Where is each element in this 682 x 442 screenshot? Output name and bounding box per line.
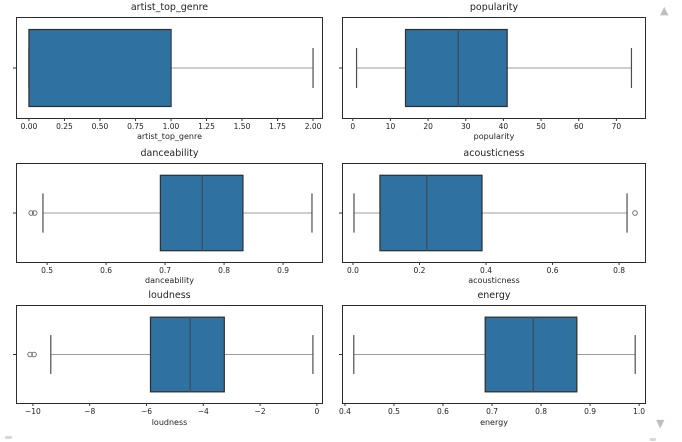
scroll-up-icon[interactable]: ▲ [660,4,669,17]
x-tick-label: 60 [574,122,584,131]
boxplot-canvas: 0 10 20 30 40 50 60 70 [339,28,633,131]
x-tick-label: 0.8 [535,407,547,416]
boxplot-canvas: 0.5 0.6 0.7 0.8 0.9 [13,174,313,275]
x-tick-label: −10 [25,407,41,416]
axes-frame: −10 −8 −6 −4 −2 0 [13,305,323,416]
plot-title: acousticness [463,148,525,159]
boxplot-canvas: 0.0 0.2 0.4 0.6 0.8 [339,174,638,275]
x-tick-label: 0.50 [92,122,109,131]
x-tick-label: −6 [141,407,152,416]
x-tick-label: 0.8 [613,266,625,275]
plot-title: danceability [140,148,199,159]
x-tick-label: 70 [612,122,622,131]
x-tick-label: 0.4 [480,266,492,275]
x-tick-label: 0.7 [159,266,171,275]
subplot-popularity: popularity 0 10 20 30 40 50 60 70 popularity [339,0,646,146]
x-tick-label: 20 [423,122,433,131]
x-tick-label: 0.9 [277,266,289,275]
plot-title: energy [477,290,511,301]
iqr-box [484,316,578,393]
x-tick-label: 0.5 [41,266,53,275]
x-tick-label: 1.0 [633,407,645,416]
x-tick-label: −4 [198,407,209,416]
axes-frame: 0.5 0.6 0.7 0.8 0.9 [13,163,323,275]
x-tick-label: 1.00 [163,122,180,131]
boxplot-canvas: 0.00 0.25 0.50 0.75 1.00 1.25 1.50 1.75 2.00 [13,28,322,131]
outlier-point [31,351,37,358]
plot-title: loudness [148,290,191,301]
x-tick-label: 0.25 [56,122,73,131]
x-axis-label: popularity [473,132,515,141]
iqr-box [28,28,172,108]
x-tick-label: 0.6 [437,407,449,416]
x-tick-label: 1.75 [269,122,286,131]
iqr-box [379,174,483,252]
axes-frame: 0.0 0.2 0.4 0.6 0.8 [339,163,646,275]
x-tick-label: 50 [536,122,546,131]
x-tick-label: 0.2 [414,266,426,275]
x-tick-label: 0.8 [218,266,230,275]
outlier-point [31,210,38,216]
axes-frame: 0.4 0.5 0.6 0.7 0.8 0.9 1.0 [339,305,646,416]
x-tick-label: 2.00 [305,122,322,131]
boxplot-canvas: 0.4 0.5 0.6 0.7 0.8 0.9 1.0 [339,316,645,416]
axes-frame: 0 10 20 30 40 50 60 70 [339,17,646,131]
x-tick-label: 0.6 [547,266,559,275]
x-tick-label: 0.00 [21,122,38,131]
iqr-box [404,28,508,108]
axes-frame: 0.00 0.25 0.50 0.75 1.00 1.25 1.50 1.75 2.00 [13,17,323,131]
subplot-artist-top-genre: artist_top_genre 0.00 0.25 0.50 0.75 1.00 1.2… [13,0,323,146]
x-tick-label: −8 [84,407,95,416]
x-tick-label: 0.75 [127,122,144,131]
clipped-content-fragment [650,438,656,441]
x-tick-label: 0 [350,122,355,131]
x-axis-label: artist_top_genre [136,132,203,141]
boxplot-canvas: −10 −8 −6 −4 −2 0 [13,316,319,416]
x-tick-label: 30 [461,122,471,131]
x-tick-label: 40 [499,122,509,131]
clipped-content-fragment [5,436,12,439]
x-tick-label: 0.9 [584,407,596,416]
subplot-loudness: loudness −10 −8 −6 −4 −2 0 loudness [13,288,323,432]
x-tick-label: 10 [386,122,396,131]
x-tick-label: −2 [255,407,266,416]
x-axis-label: danceability [145,276,194,285]
outlier-point [632,210,638,216]
x-tick-label: 1.25 [198,122,215,131]
x-tick-label: 0.6 [100,266,112,275]
subplot-energy: energy 0.4 0.5 0.6 0.7 0.8 0.9 1.0 energy [339,288,646,432]
subplot-danceability: danceability 0.5 0.6 0.7 0.8 0.9 danceabilit… [13,146,323,291]
outlier-point [27,351,33,358]
scroll-down-icon[interactable]: ▼ [656,417,665,430]
outlier-point [28,210,34,216]
x-axis-label: energy [480,418,508,427]
iqr-box [149,316,225,393]
x-tick-label: 0.5 [388,407,400,416]
x-tick-label: 0.7 [486,407,498,416]
plot-title: popularity [469,2,519,13]
x-axis-label: acousticness [468,276,520,285]
x-tick-label: 1.50 [234,122,251,131]
plot-title: artist_top_genre [130,2,209,13]
x-tick-label: 0 [314,407,319,416]
x-tick-label: 0.4 [339,407,351,416]
x-axis-label: loudness [151,418,188,427]
x-tick-label: 0.0 [347,266,359,275]
subplot-acousticness: acousticness 0.0 0.2 0.4 0.6 0.8 acousticnes… [339,146,646,291]
